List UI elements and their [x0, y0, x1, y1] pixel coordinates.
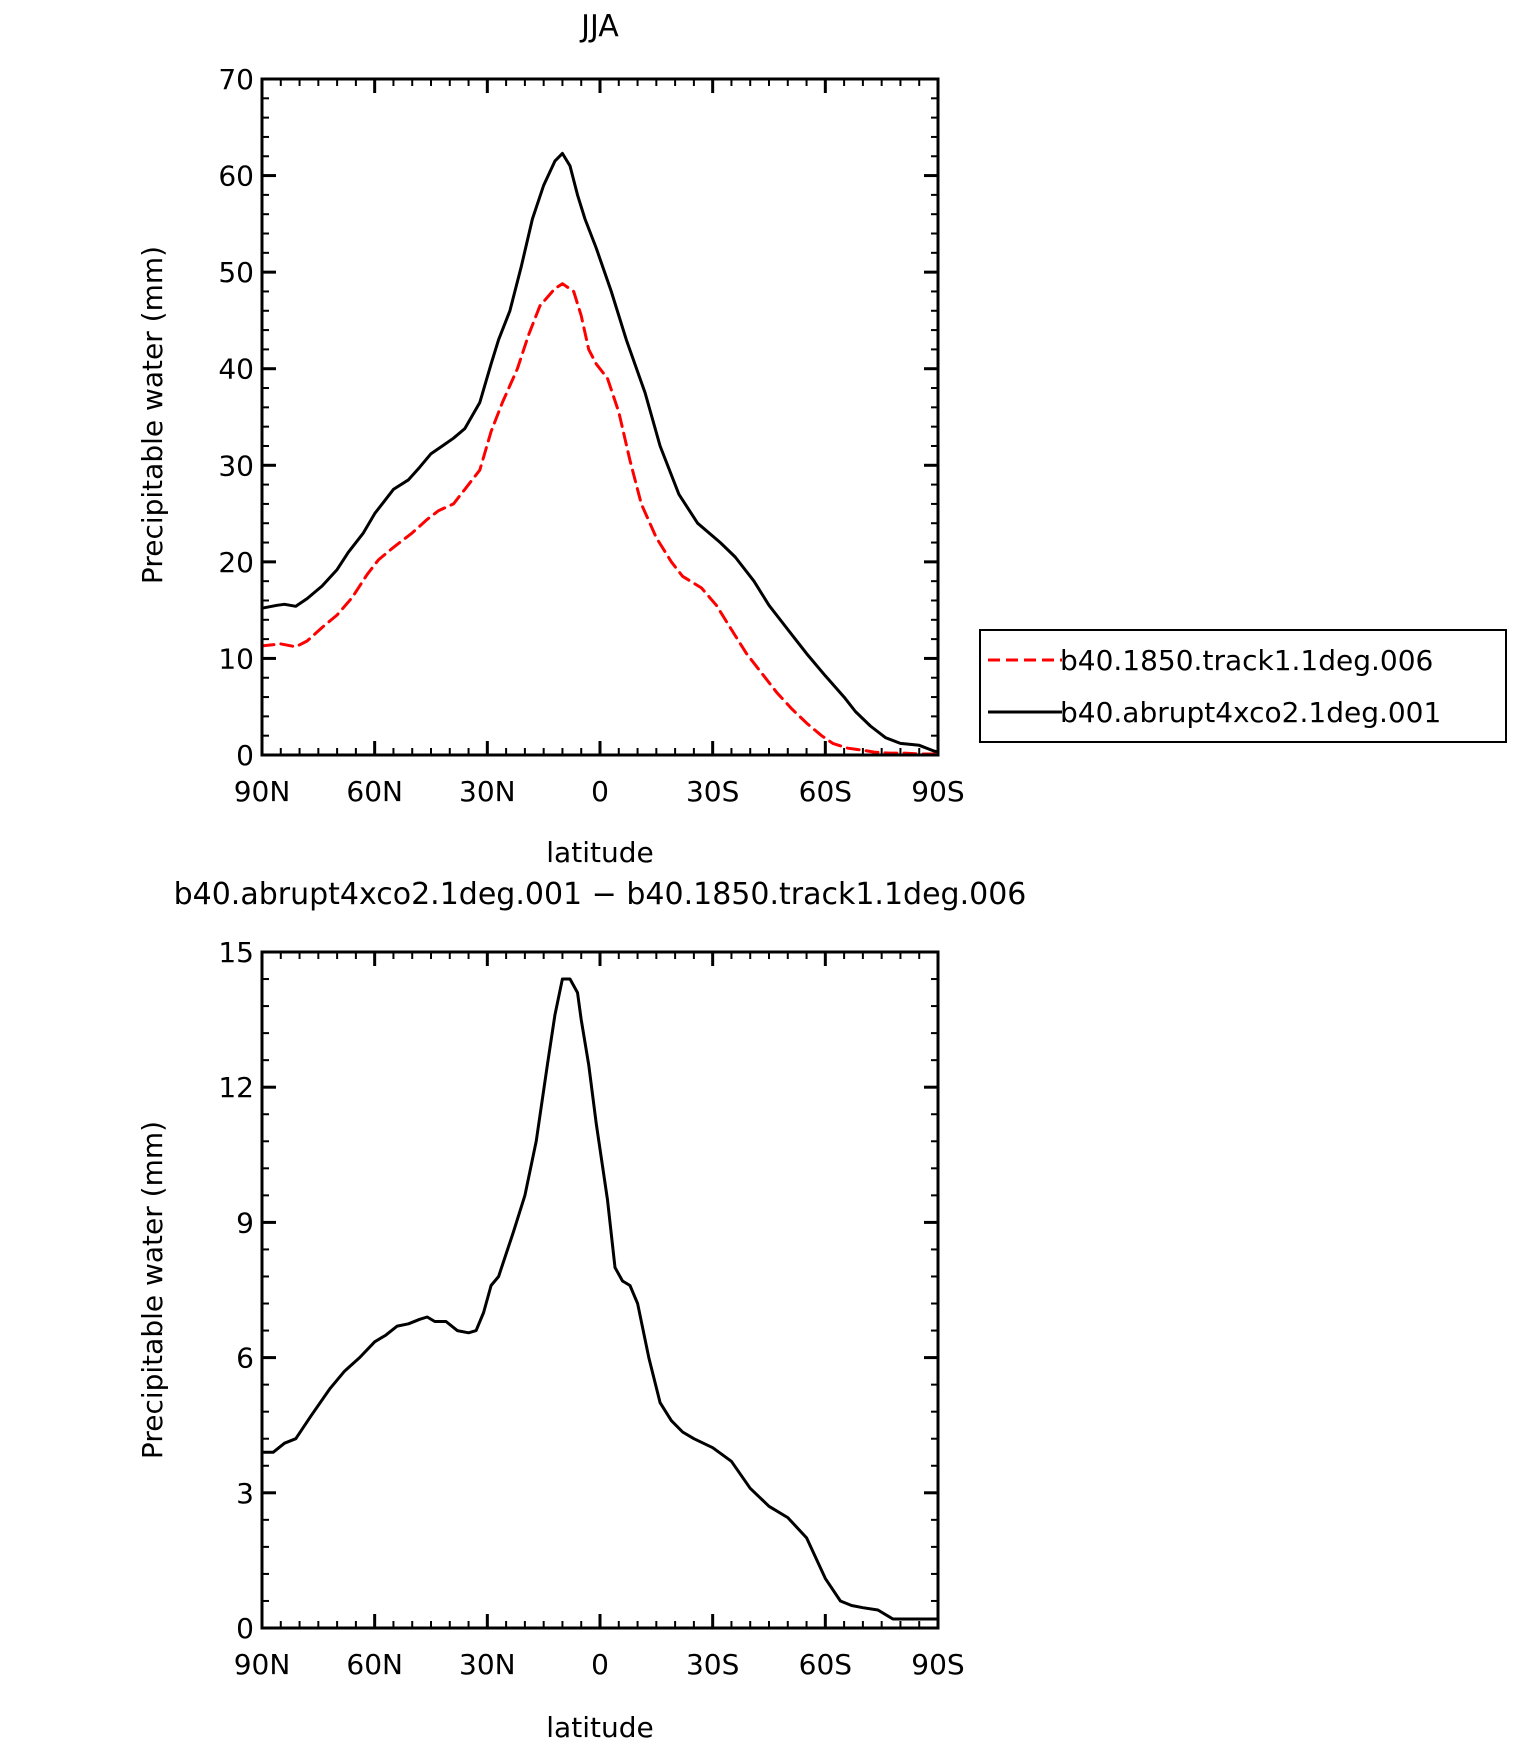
top-plot-frame — [260, 77, 940, 757]
bottom-x-axis-label: latitude — [546, 1711, 653, 1743]
legend-label-control: b40.1850.track1.1deg.006 — [1060, 644, 1433, 677]
top-series-line-0 — [260, 282, 940, 756]
bottom-y-tick-label: 9 — [236, 1206, 254, 1239]
top-x-axis-label: latitude — [546, 836, 653, 869]
bottom-y-tick-label: 12 — [218, 1071, 254, 1104]
top-x-tick-label: 0 — [591, 775, 609, 808]
bottom-y-tick-label: 15 — [218, 936, 254, 969]
top-y-tick-label: 60 — [218, 160, 254, 193]
top-y-tick-label: 20 — [218, 546, 254, 579]
top-x-tick-label: 60S — [799, 775, 852, 808]
bottom-x-tick-label: 30N — [459, 1648, 516, 1681]
bottom-x-tick-label: 0 — [591, 1648, 609, 1681]
top-y-tick-label: 10 — [218, 642, 254, 675]
bottom-y-tick-label: 0 — [236, 1612, 254, 1645]
bottom-plot-frame — [260, 950, 940, 1630]
bottom-y-axis-label: Precipitable water (mm) — [136, 1121, 169, 1459]
top-y-tick-label: 0 — [236, 739, 254, 772]
top-series-group — [260, 151, 940, 756]
bottom-chart-title: b40.abrupt4xco2.1deg.001 − b40.1850.trac… — [174, 877, 1027, 912]
top-axis-ticks: 90N 60N 30N 0 30S 60S 90S 0 10 20 30 40 50 60 70 — [218, 63, 964, 808]
top-y-tick-label: 30 — [218, 449, 254, 482]
top-x-tick-label: 60N — [346, 775, 403, 808]
top-panel: JJA Precipitable water (mm) latitude 90N… — [136, 9, 1507, 869]
top-series-line-1 — [260, 151, 940, 754]
top-x-tick-label: 90S — [911, 775, 964, 808]
bottom-axis-ticks: 90N 60N 30N 0 30S 60S 90S 0 3 6 9 12 15 — [218, 936, 964, 1681]
bottom-x-tick-label: 90N — [234, 1648, 291, 1681]
top-x-tick-label: 90N — [234, 775, 291, 808]
bottom-y-tick-label: 6 — [236, 1342, 254, 1375]
bottom-y-tick-label: 3 — [236, 1477, 254, 1510]
top-y-axis-label: Precipitable water (mm) — [136, 246, 169, 584]
bottom-series-group — [260, 977, 940, 1621]
legend: b40.1850.track1.1deg.006 b40.abrupt4xco2… — [979, 629, 1507, 743]
bottom-x-tick-label: 90S — [911, 1648, 964, 1681]
top-y-tick-label: 40 — [218, 353, 254, 386]
bottom-x-tick-label: 60S — [799, 1648, 852, 1681]
bottom-series-line-0 — [260, 977, 940, 1621]
bottom-x-tick-label: 30S — [686, 1648, 739, 1681]
top-y-tick-label: 70 — [218, 63, 254, 96]
bottom-x-tick-label: 60N — [346, 1648, 403, 1681]
legend-label-4xco2: b40.abrupt4xco2.1deg.001 — [1060, 696, 1441, 729]
top-chart-title: JJA — [579, 9, 619, 44]
legend-box — [979, 629, 1507, 743]
top-y-tick-label: 50 — [218, 256, 254, 289]
bottom-panel: b40.abrupt4xco2.1deg.001 − b40.1850.trac… — [136, 877, 1026, 1743]
top-x-tick-label: 30S — [686, 775, 739, 808]
top-x-tick-label: 30N — [459, 775, 516, 808]
